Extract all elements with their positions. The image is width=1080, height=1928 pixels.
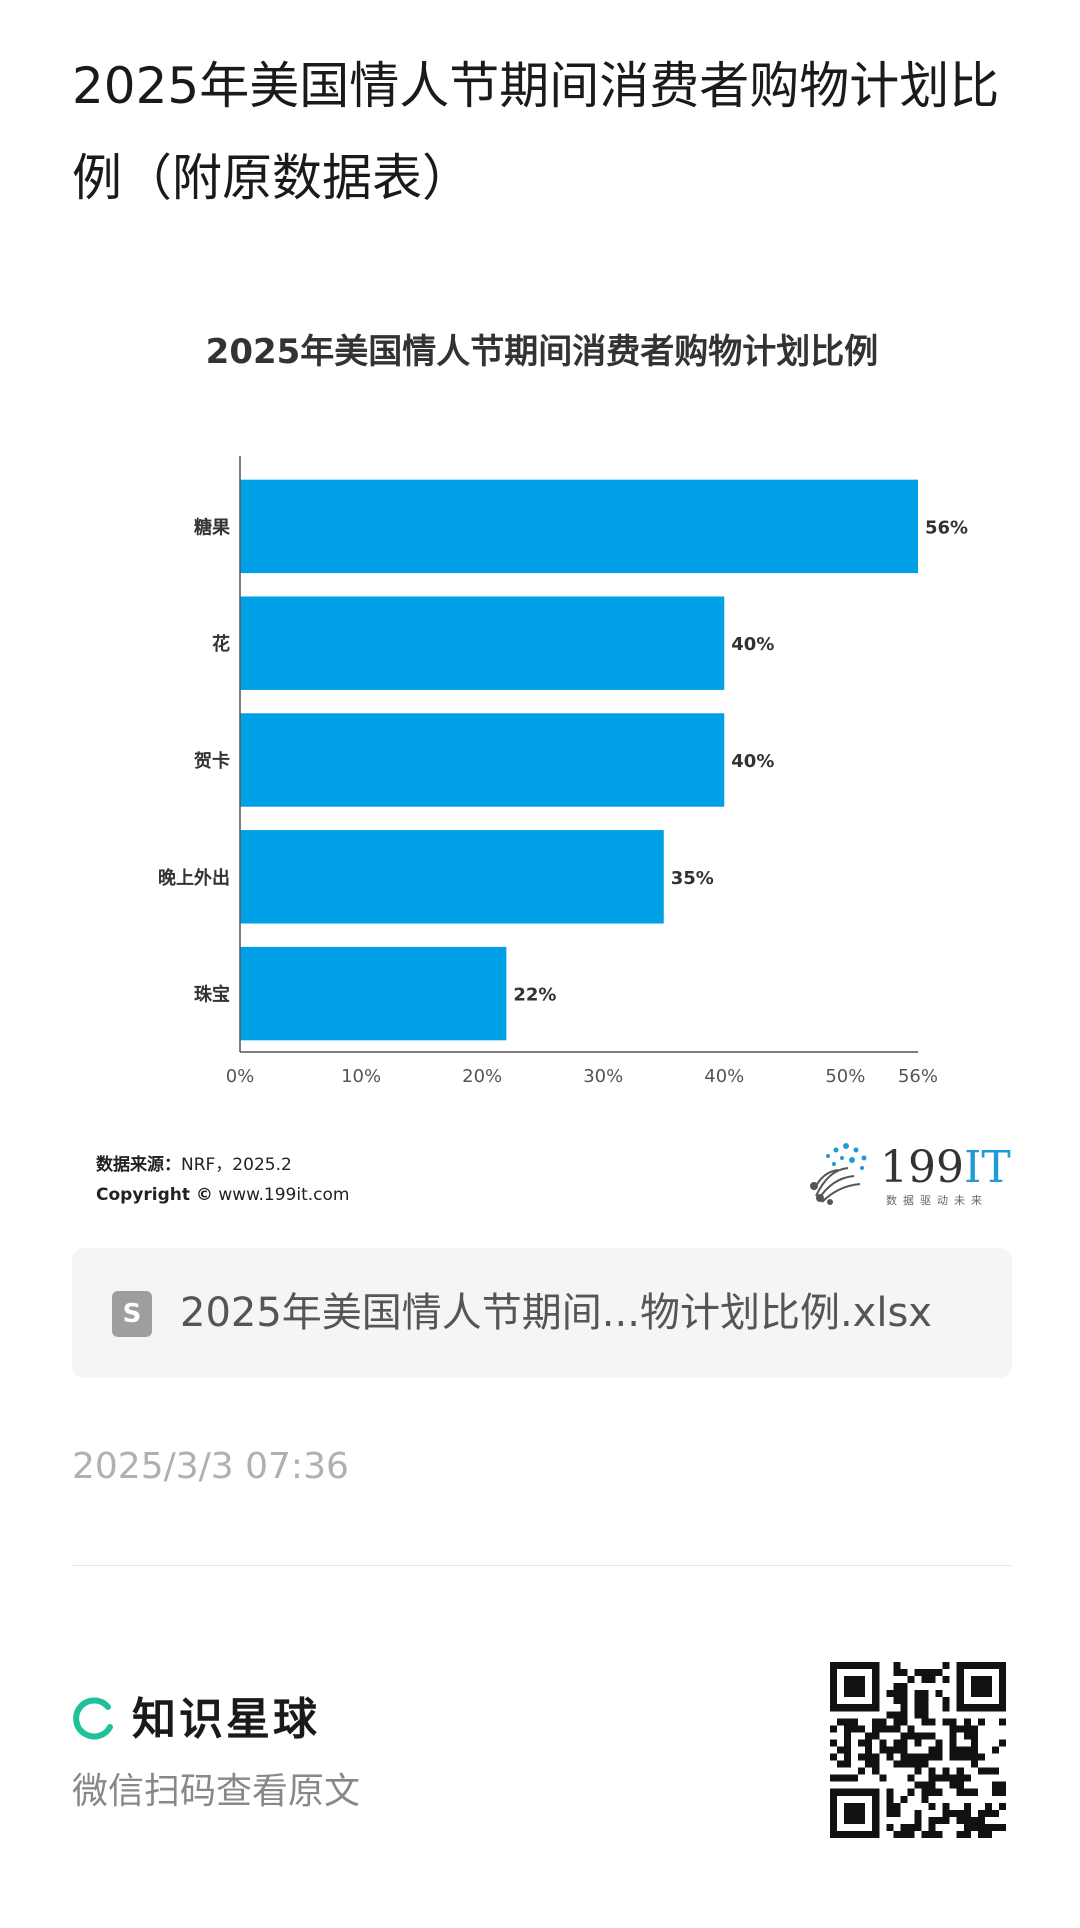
file-attachment-card[interactable]: S 2025年美国情人节期间...物计划比例.xlsx (72, 1248, 1012, 1378)
bar-chart: 糖果 56% 花 40% 贺卡 40% 晚上外出 35% 珠宝 22% 0% 10% 20% 30% 40%… (158, 456, 968, 1087)
copyright-line: Copyright © www.199it.com (96, 1180, 349, 1210)
qr-code (830, 1662, 1006, 1838)
divider (72, 1565, 1012, 1566)
x-tick-label-6: 56% (898, 1066, 938, 1087)
x-tick-label-1: 10% (341, 1066, 381, 1087)
source-value: NRF，2025.2 (181, 1155, 292, 1175)
brand-tagline: 数据驱动未来 (886, 1194, 988, 1207)
x-tick-label-5: 50% (825, 1066, 865, 1087)
knowledge-planet-name: 知识星球 (132, 1694, 320, 1745)
page-title: 2025年美国情人节期间消费者购物计划比例（附原数据表） (72, 57, 1000, 207)
knowledge-planet-logo-icon (73, 1697, 113, 1740)
bar-0 (240, 479, 918, 574)
value-label-3: 35% (671, 868, 714, 889)
brand-name-it: IT (963, 1142, 1011, 1193)
category-label-2: 贺卡 (193, 750, 230, 772)
brand-name: 199IT (880, 1142, 1011, 1193)
brand-name-number: 199 (880, 1142, 964, 1193)
copyright-label: Copyright © (96, 1185, 213, 1205)
value-label-1: 40% (731, 634, 774, 655)
source-label: 数据来源： (96, 1155, 181, 1175)
value-label-4: 22% (513, 985, 556, 1006)
bar-3 (240, 830, 664, 924)
scan-hint: 微信扫码查看原文 (72, 1771, 361, 1812)
publish-timestamp: 2025/3/3 07:36 (72, 1446, 349, 1487)
spreadsheet-icon: S (112, 1291, 152, 1337)
file-name[interactable]: 2025年美国情人节期间...物计划比例.xlsx (180, 1290, 932, 1336)
x-tick-label-0: 0% (226, 1066, 255, 1087)
brand-logo: 199IT 数据驱动未来 (808, 1138, 1011, 1208)
category-label-3: 晚上外出 (158, 867, 230, 889)
x-tick-label-3: 30% (583, 1066, 623, 1087)
x-tick-label-2: 20% (462, 1066, 502, 1087)
bar-4 (240, 946, 507, 1041)
x-tick-label-4: 40% (704, 1066, 744, 1087)
source-block: 数据来源：NRF，2025.2 Copyright © www.199it.co… (96, 1150, 349, 1210)
category-label-4: 珠宝 (194, 984, 230, 1006)
value-label-0: 56% (925, 517, 968, 538)
qr-modules (830, 1662, 1006, 1838)
bar-1 (240, 596, 725, 690)
bar-2 (240, 713, 725, 807)
category-label-1: 花 (212, 633, 230, 655)
chart-card: 2025年美国情人节期间消费者购物计划比例 糖果 56% 花 40% 贺卡 40% 晚上外出… (72, 300, 1012, 1220)
source-line: 数据来源：NRF，2025.2 (96, 1150, 349, 1180)
category-label-0: 糖果 (194, 516, 231, 538)
value-label-2: 40% (731, 751, 774, 772)
copyright-value: www.199it.com (218, 1185, 350, 1205)
chart-title: 2025年美国情人节期间消费者购物计划比例 (205, 332, 879, 372)
dots-logo-icon (810, 1143, 867, 1205)
